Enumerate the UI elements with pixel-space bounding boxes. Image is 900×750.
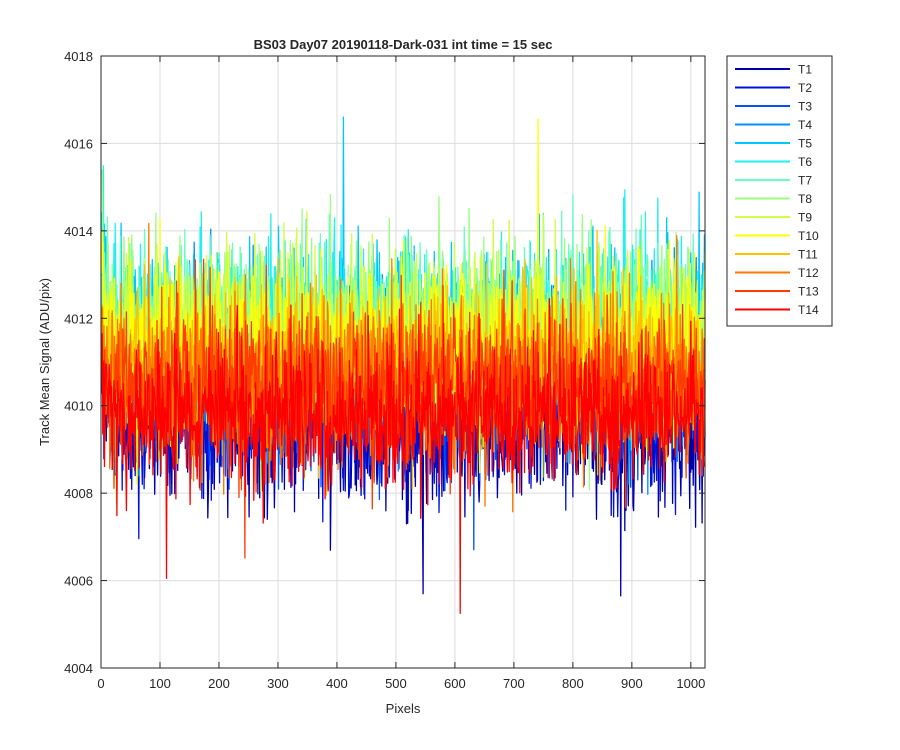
legend-entry: T14 <box>798 303 819 317</box>
y-axis-label: Track Mean Signal (ADU/pix) <box>37 278 52 446</box>
x-tick-label: 300 <box>267 676 289 691</box>
y-tick-label: 4010 <box>64 399 93 414</box>
x-tick-label: 800 <box>562 676 584 691</box>
legend-entry: T5 <box>798 137 812 151</box>
x-tick-label: 200 <box>208 676 230 691</box>
x-tick-label: 700 <box>503 676 525 691</box>
y-axis-ticks: 4004 4006 4008 4010 4012 4014 4016 4018 <box>64 49 705 676</box>
y-tick-label: 4006 <box>64 574 93 589</box>
y-tick-label: 4004 <box>64 661 93 676</box>
legend-entry: T12 <box>798 266 819 280</box>
y-tick-label: 4012 <box>64 311 93 326</box>
series-line-t12 <box>100 222 706 513</box>
legend-entry: T11 <box>798 248 818 262</box>
y-tick-label: 4016 <box>64 136 93 151</box>
x-tick-label: 400 <box>326 676 348 691</box>
y-tick-label: 4014 <box>64 224 93 239</box>
x-axis-label: Pixels <box>386 701 421 716</box>
legend-entry: T7 <box>798 174 812 188</box>
x-axis-ticks: 0 100 200 300 400 500 600 700 800 900 1000 <box>97 56 705 691</box>
legend-entry: T8 <box>798 192 812 206</box>
legend-entry: T2 <box>798 81 812 95</box>
series-layer <box>100 116 706 615</box>
legend-box <box>726 55 833 327</box>
legend-entry: T13 <box>798 285 819 299</box>
x-tick-label: 900 <box>621 676 643 691</box>
legend: T1 T2 T3 T4 T5 T6 T7 T8 T9 T10 T11 T12 T13 T14 <box>726 55 833 327</box>
legend-entry: T4 <box>798 118 812 132</box>
plot-frame <box>100 55 706 669</box>
legend-entry: T1 <box>798 63 812 77</box>
legend-entry: T6 <box>798 155 812 169</box>
x-tick-label: 500 <box>385 676 407 691</box>
chart-title: BS03 Day07 20190118-Dark-031 int time = … <box>254 37 553 52</box>
x-tick-label: 0 <box>97 676 104 691</box>
y-tick-label: 4018 <box>64 49 93 64</box>
series-line-t14 <box>100 297 706 615</box>
y-tick-label: 4008 <box>64 486 93 501</box>
legend-entry: T3 <box>798 100 812 114</box>
legend-entry: T9 <box>798 211 812 225</box>
x-tick-label: 100 <box>149 676 171 691</box>
x-tick-label: 600 <box>444 676 466 691</box>
legend-entry: T10 <box>798 229 819 243</box>
x-tick-label: 1000 <box>676 676 705 691</box>
